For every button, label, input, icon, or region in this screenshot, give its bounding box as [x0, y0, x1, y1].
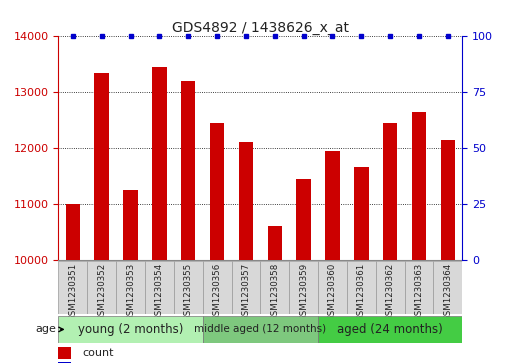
Text: aged (24 months): aged (24 months) [337, 323, 443, 336]
Bar [354, 167, 368, 363]
Bar [203, 261, 232, 314]
Bar [123, 190, 138, 363]
Text: GSM1230362: GSM1230362 [386, 263, 395, 321]
Text: GSM1230364: GSM1230364 [443, 263, 452, 321]
Bar [325, 151, 340, 363]
Text: GSM1230357: GSM1230357 [241, 263, 250, 321]
Text: age: age [35, 325, 56, 334]
Text: GSM1230355: GSM1230355 [184, 263, 193, 321]
Bar [58, 347, 71, 359]
Bar [296, 179, 311, 363]
Bar [347, 261, 376, 314]
Bar [318, 316, 462, 343]
Bar [318, 261, 347, 314]
Text: count: count [83, 348, 114, 358]
Text: GSM1230361: GSM1230361 [357, 263, 366, 321]
Bar [152, 67, 167, 363]
Bar [289, 261, 318, 314]
Bar [268, 226, 282, 363]
Text: GSM1230360: GSM1230360 [328, 263, 337, 321]
Bar [94, 73, 109, 363]
Bar [404, 261, 433, 314]
Bar [145, 261, 174, 314]
Bar [58, 316, 203, 343]
Bar [87, 261, 116, 314]
Bar [376, 261, 404, 314]
Bar [174, 261, 203, 314]
Bar [203, 316, 318, 343]
Bar [239, 142, 253, 363]
Bar [58, 261, 87, 314]
Bar [66, 204, 80, 363]
Text: GSM1230358: GSM1230358 [270, 263, 279, 321]
Text: young (2 months): young (2 months) [78, 323, 183, 336]
Text: GSM1230354: GSM1230354 [155, 263, 164, 321]
Bar [440, 139, 455, 363]
Text: GSM1230359: GSM1230359 [299, 263, 308, 321]
Bar [58, 362, 71, 363]
Title: GDS4892 / 1438626_x_at: GDS4892 / 1438626_x_at [172, 21, 349, 35]
Text: GSM1230353: GSM1230353 [126, 263, 135, 321]
Bar [433, 261, 462, 314]
Bar [181, 81, 196, 363]
Bar [383, 123, 397, 363]
Bar [412, 112, 426, 363]
Bar [232, 261, 261, 314]
Text: middle aged (12 months): middle aged (12 months) [194, 325, 327, 334]
Bar [116, 261, 145, 314]
Bar [261, 261, 289, 314]
Text: GSM1230363: GSM1230363 [415, 263, 424, 321]
Text: GSM1230351: GSM1230351 [69, 263, 77, 321]
Text: GSM1230356: GSM1230356 [212, 263, 221, 321]
Bar [210, 123, 225, 363]
Text: GSM1230352: GSM1230352 [97, 263, 106, 321]
